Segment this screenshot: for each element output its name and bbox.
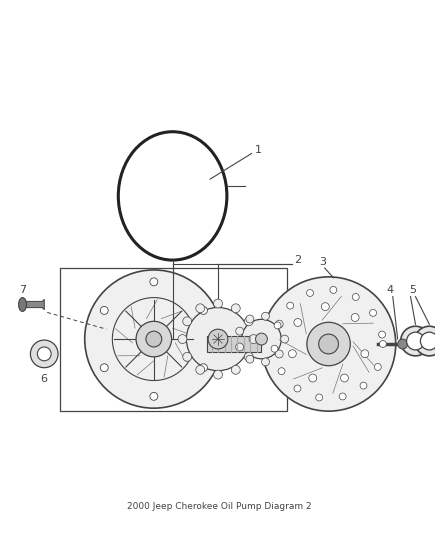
- Circle shape: [183, 317, 192, 326]
- Circle shape: [352, 294, 359, 301]
- Circle shape: [150, 278, 158, 286]
- Circle shape: [414, 326, 438, 356]
- Circle shape: [231, 366, 240, 374]
- Circle shape: [278, 368, 285, 375]
- Circle shape: [275, 320, 283, 328]
- Circle shape: [199, 306, 207, 314]
- Circle shape: [249, 335, 258, 343]
- Circle shape: [183, 352, 192, 361]
- Circle shape: [146, 331, 162, 347]
- Circle shape: [274, 322, 281, 329]
- Circle shape: [100, 364, 108, 372]
- Circle shape: [242, 319, 281, 359]
- Circle shape: [287, 302, 293, 309]
- Circle shape: [196, 304, 205, 313]
- Circle shape: [321, 303, 329, 311]
- Circle shape: [420, 332, 438, 350]
- Circle shape: [30, 340, 58, 368]
- Bar: [207, 336, 261, 352]
- Text: 1: 1: [254, 144, 261, 155]
- Circle shape: [330, 286, 337, 293]
- Circle shape: [398, 339, 408, 349]
- Circle shape: [255, 333, 267, 345]
- Circle shape: [275, 350, 283, 358]
- Circle shape: [244, 317, 253, 326]
- Text: 2000 Jeep Cherokee Oil Pump Diagram 2: 2000 Jeep Cherokee Oil Pump Diagram 2: [127, 503, 311, 511]
- Circle shape: [378, 331, 385, 338]
- Circle shape: [100, 306, 108, 314]
- Circle shape: [214, 299, 223, 308]
- Circle shape: [288, 350, 296, 358]
- Circle shape: [136, 321, 172, 357]
- Circle shape: [281, 335, 289, 343]
- Circle shape: [401, 326, 430, 356]
- Circle shape: [351, 313, 359, 321]
- Circle shape: [178, 335, 187, 343]
- Circle shape: [187, 308, 250, 370]
- Circle shape: [246, 315, 254, 323]
- Bar: [60, 268, 287, 411]
- Text: 2: 2: [294, 255, 301, 265]
- Circle shape: [374, 364, 381, 370]
- Circle shape: [271, 345, 278, 352]
- Circle shape: [199, 364, 207, 372]
- Circle shape: [370, 309, 377, 316]
- Circle shape: [316, 394, 323, 401]
- Circle shape: [361, 350, 369, 358]
- Circle shape: [214, 370, 223, 379]
- Circle shape: [309, 374, 317, 382]
- Text: 3: 3: [319, 257, 326, 267]
- Circle shape: [246, 355, 254, 363]
- Circle shape: [231, 304, 240, 313]
- Polygon shape: [22, 300, 44, 310]
- Text: 6: 6: [41, 374, 48, 384]
- Circle shape: [208, 329, 228, 349]
- Circle shape: [307, 289, 314, 296]
- Circle shape: [261, 358, 269, 366]
- Circle shape: [319, 334, 339, 354]
- Circle shape: [339, 393, 346, 400]
- Text: 4: 4: [386, 285, 393, 295]
- Circle shape: [261, 277, 396, 411]
- Text: 5: 5: [409, 285, 416, 295]
- Circle shape: [236, 327, 244, 335]
- Circle shape: [196, 366, 205, 374]
- Text: 7: 7: [19, 285, 26, 295]
- Circle shape: [85, 270, 223, 408]
- Circle shape: [294, 385, 301, 392]
- Circle shape: [37, 347, 51, 361]
- Circle shape: [236, 343, 244, 351]
- Circle shape: [340, 374, 348, 382]
- Circle shape: [294, 319, 302, 326]
- Circle shape: [360, 382, 367, 389]
- Circle shape: [244, 352, 253, 361]
- Ellipse shape: [18, 297, 26, 311]
- Circle shape: [307, 322, 350, 366]
- Circle shape: [261, 312, 269, 320]
- Circle shape: [406, 332, 424, 350]
- Circle shape: [150, 392, 158, 400]
- Circle shape: [379, 341, 386, 348]
